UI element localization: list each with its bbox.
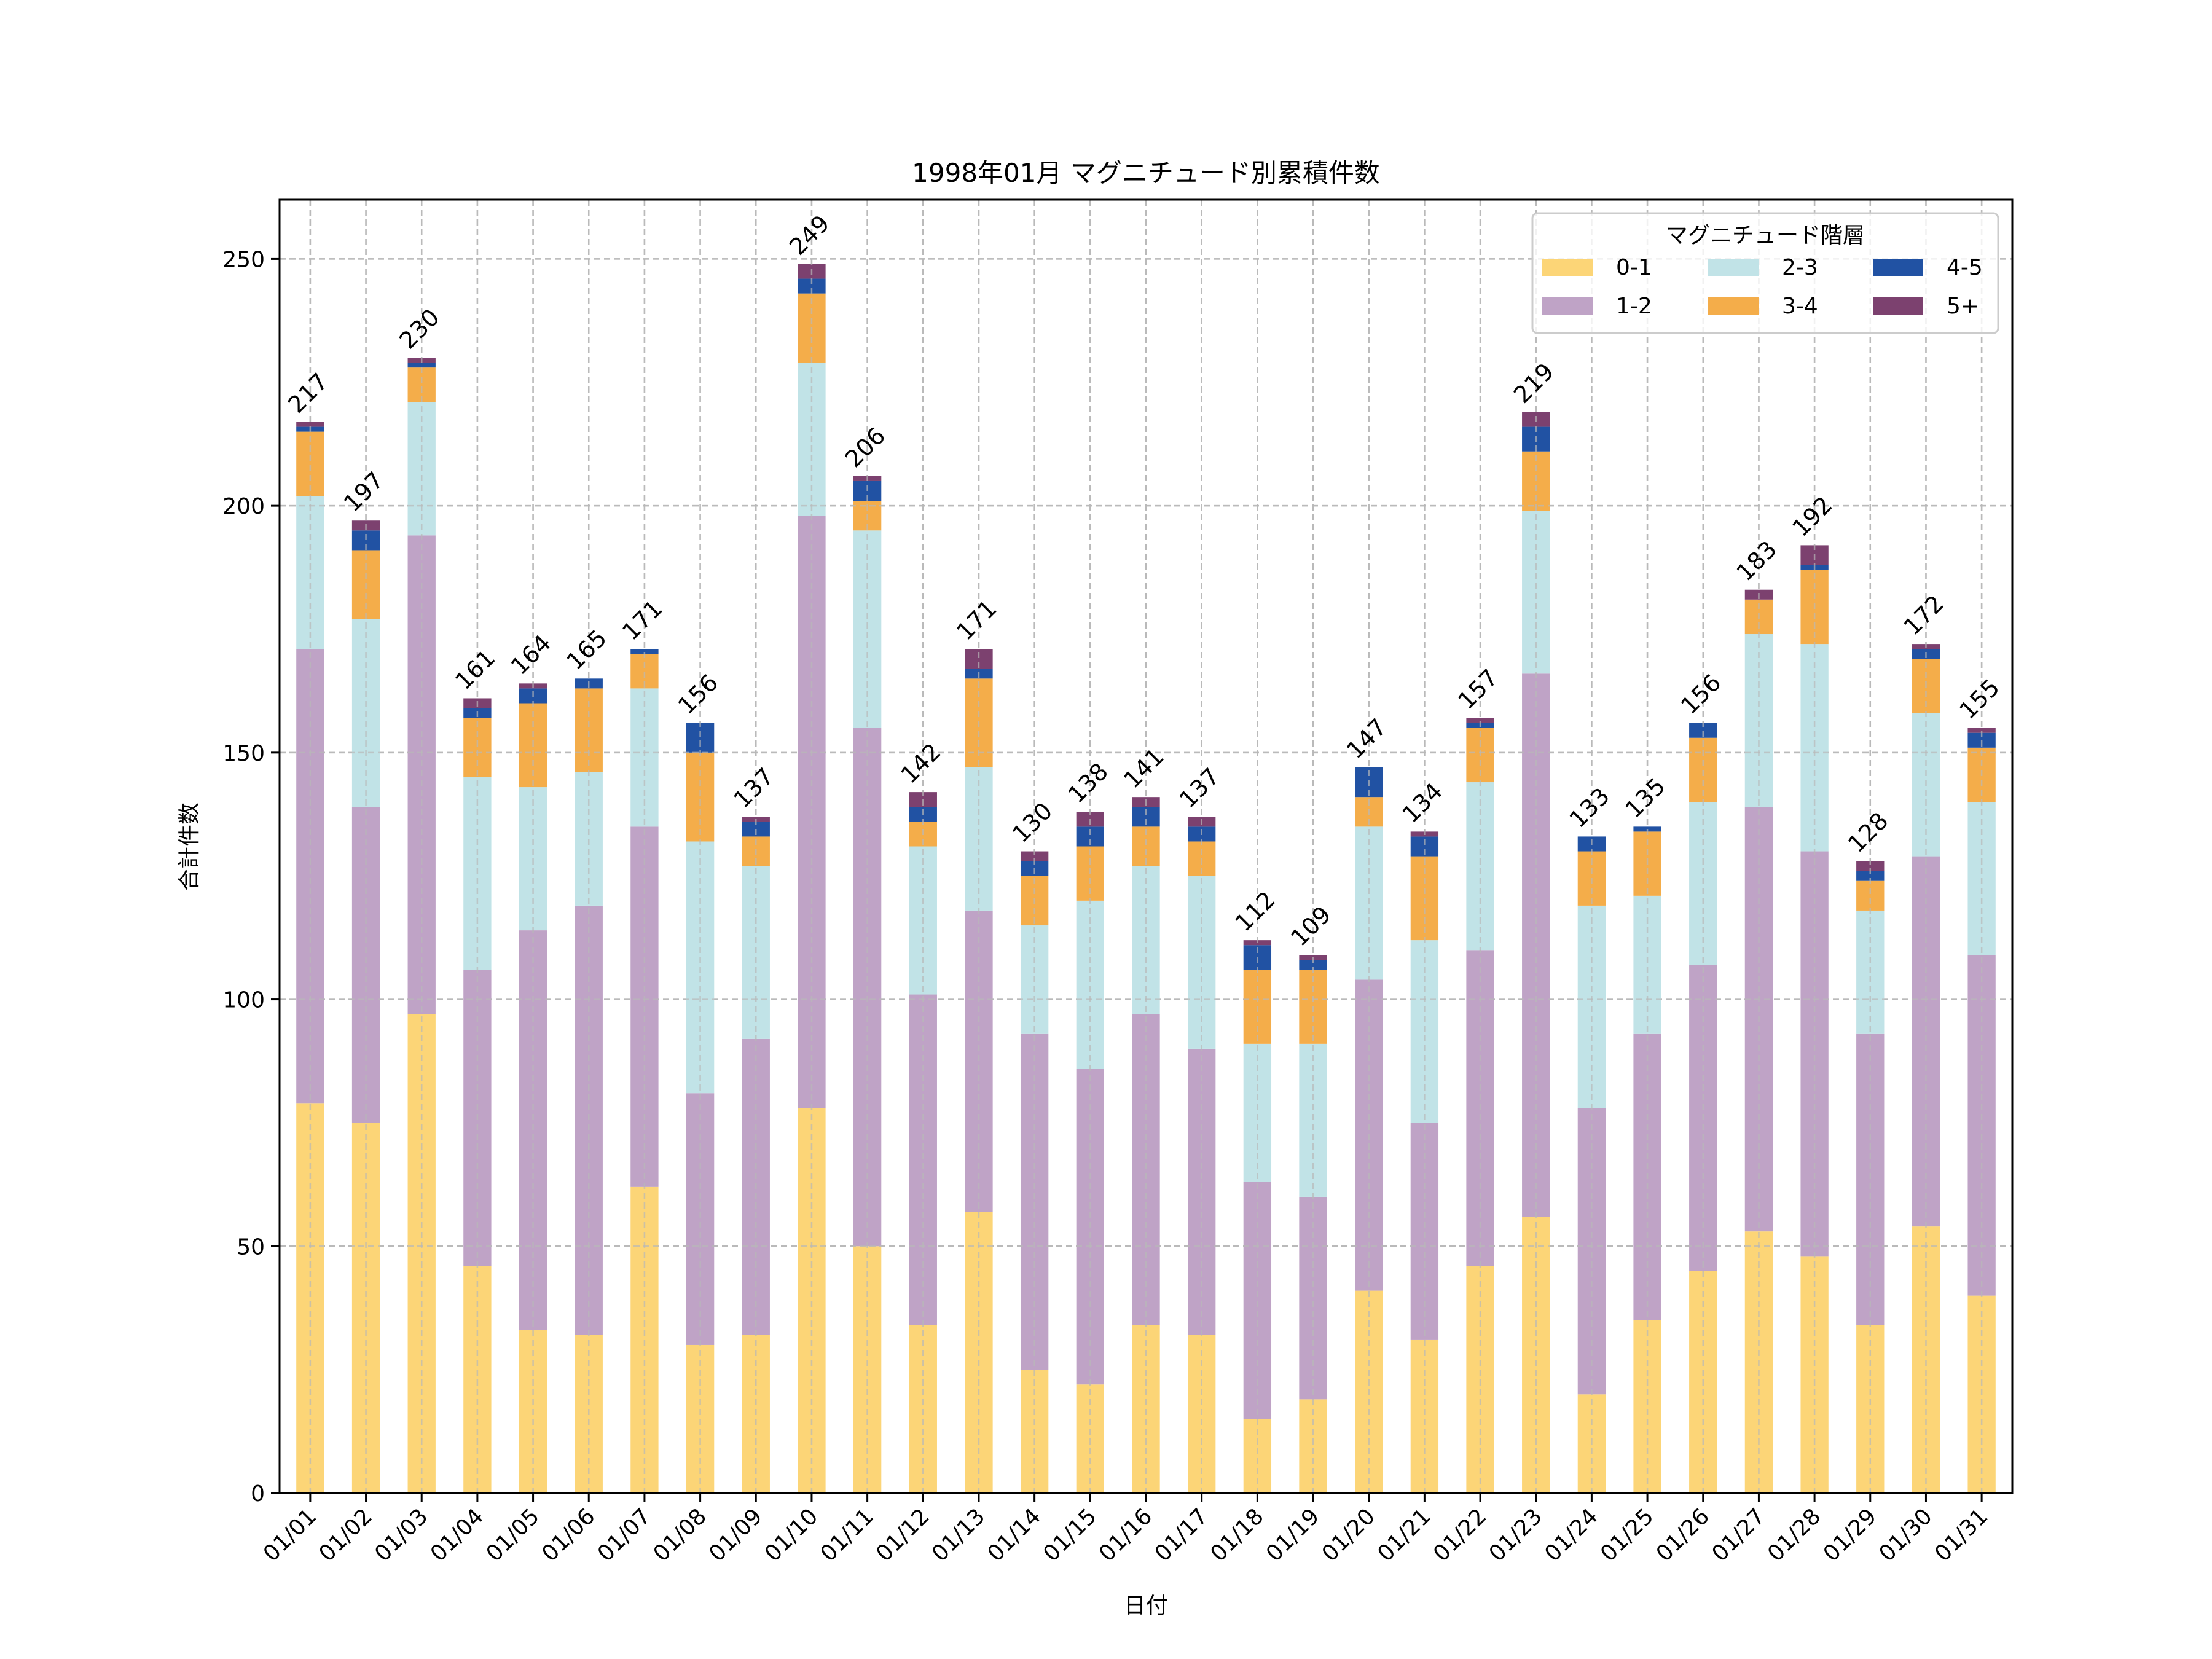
bar-segment-2-3 (1466, 782, 1494, 951)
legend-swatch (1873, 259, 1923, 276)
bar-segment-5plus (1020, 851, 1049, 861)
bar-segment-2-3 (1800, 644, 1829, 852)
legend: マグニチュード階層 0-1 1-2 2-3 3-4 4-5 5+ (1531, 212, 1999, 334)
bar-segment-5plus (296, 422, 324, 427)
y-tick-label: 50 (237, 1234, 265, 1260)
legend-swatch (1708, 259, 1759, 276)
legend-item: 1-2 (1542, 294, 1652, 319)
bar-segment-3-4 (575, 688, 603, 772)
legend-item: 4-5 (1873, 255, 1983, 280)
bar-segment-2-3 (1076, 900, 1104, 1069)
bar-segment-2-3 (630, 688, 659, 827)
bars (280, 200, 2012, 1494)
bar-stack (909, 792, 937, 1493)
bar-segment-3-4 (463, 718, 492, 778)
bar-segment-3-4 (686, 752, 715, 842)
y-tick-label: 200 (222, 494, 265, 519)
x-axis-label: 日付 (1124, 1593, 1168, 1618)
bar-segment-3-4 (1856, 880, 1885, 911)
bar-segment-4-5 (407, 363, 436, 368)
bar-segment-5plus (1967, 728, 1996, 733)
y-axis-label: 合計件数 (177, 802, 202, 891)
legend-swatch (1708, 297, 1759, 315)
legend-label: 1-2 (1616, 294, 1652, 319)
y-tick-label: 0 (251, 1481, 265, 1507)
legend-item: 3-4 (1708, 294, 1818, 319)
y-tick-label: 100 (222, 988, 265, 1013)
y-axis: 0 50 100 150 200 250 (222, 247, 280, 1507)
bar-segment-1-2 (1020, 1033, 1049, 1370)
bar-segment-5plus (1466, 718, 1494, 723)
bar-segment-2-3 (853, 530, 882, 728)
bar-segment-4-5 (1856, 871, 1885, 881)
bar-segment-0-1 (1633, 1320, 1661, 1493)
legend-label: 3-4 (1782, 294, 1818, 319)
legend-swatch (1873, 297, 1923, 315)
legend-label: 5+ (1947, 294, 1979, 319)
chart-title: 1998年01月 マグニチュード別累積件数 (912, 158, 1380, 188)
bar-segment-5plus (1856, 861, 1885, 871)
legend-item: 0-1 (1542, 255, 1652, 280)
bar-segment-2-3 (1633, 895, 1661, 1034)
legend-label: 2-3 (1782, 255, 1818, 280)
bar-stack (1188, 817, 1216, 1493)
y-tick-label: 150 (222, 741, 265, 766)
bar-segment-1-2 (686, 1093, 715, 1345)
legend-item: 5+ (1873, 294, 1979, 319)
legend-item: 2-3 (1708, 255, 1818, 280)
legend-label: 0-1 (1616, 255, 1652, 280)
bar-segment-4-5 (1299, 960, 1327, 970)
bar-segment-2-3 (1243, 1043, 1272, 1182)
bar-segment-4-5 (630, 649, 659, 654)
y-tick-label: 250 (222, 247, 265, 272)
bar-segment-4-5 (686, 723, 715, 753)
legend-title: マグニチュード階層 (1666, 223, 1865, 248)
legend-swatch (1542, 297, 1593, 315)
legend-label: 4-5 (1947, 255, 1983, 280)
legend-swatch (1542, 259, 1593, 276)
